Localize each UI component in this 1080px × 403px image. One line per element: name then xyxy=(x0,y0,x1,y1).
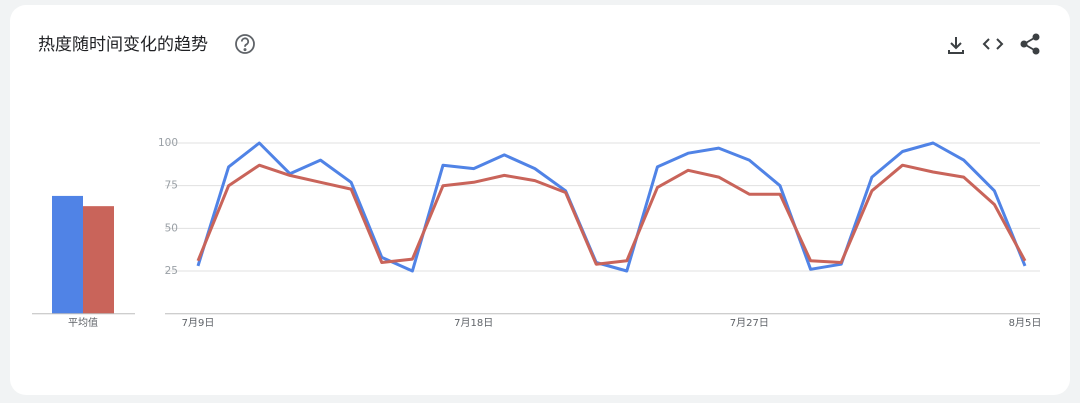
trend-line xyxy=(196,141,1027,273)
x-tick-label: 7月27日 xyxy=(730,317,769,329)
average-bar xyxy=(83,206,114,314)
x-tick-label: 7月18日 xyxy=(454,317,493,329)
y-tick-label: 50 xyxy=(165,222,178,234)
help-icon[interactable] xyxy=(235,34,255,54)
card xyxy=(10,5,1070,395)
card-title: 热度随时间变化的趋势 xyxy=(38,35,208,55)
trend-line xyxy=(196,163,1027,266)
x-tick-label: 7月9日 xyxy=(182,317,215,329)
share-icon[interactable] xyxy=(1020,33,1040,55)
y-tick-label: 75 xyxy=(165,180,178,192)
x-tick-label: 8月5日 xyxy=(1009,317,1042,329)
download-icon[interactable] xyxy=(948,37,964,54)
bar-category-label: 平均值 xyxy=(68,316,98,329)
y-tick-label: 100 xyxy=(158,137,178,149)
y-tick-label: 25 xyxy=(165,265,178,277)
average-bar xyxy=(52,195,83,314)
embed-icon[interactable] xyxy=(982,38,1004,50)
